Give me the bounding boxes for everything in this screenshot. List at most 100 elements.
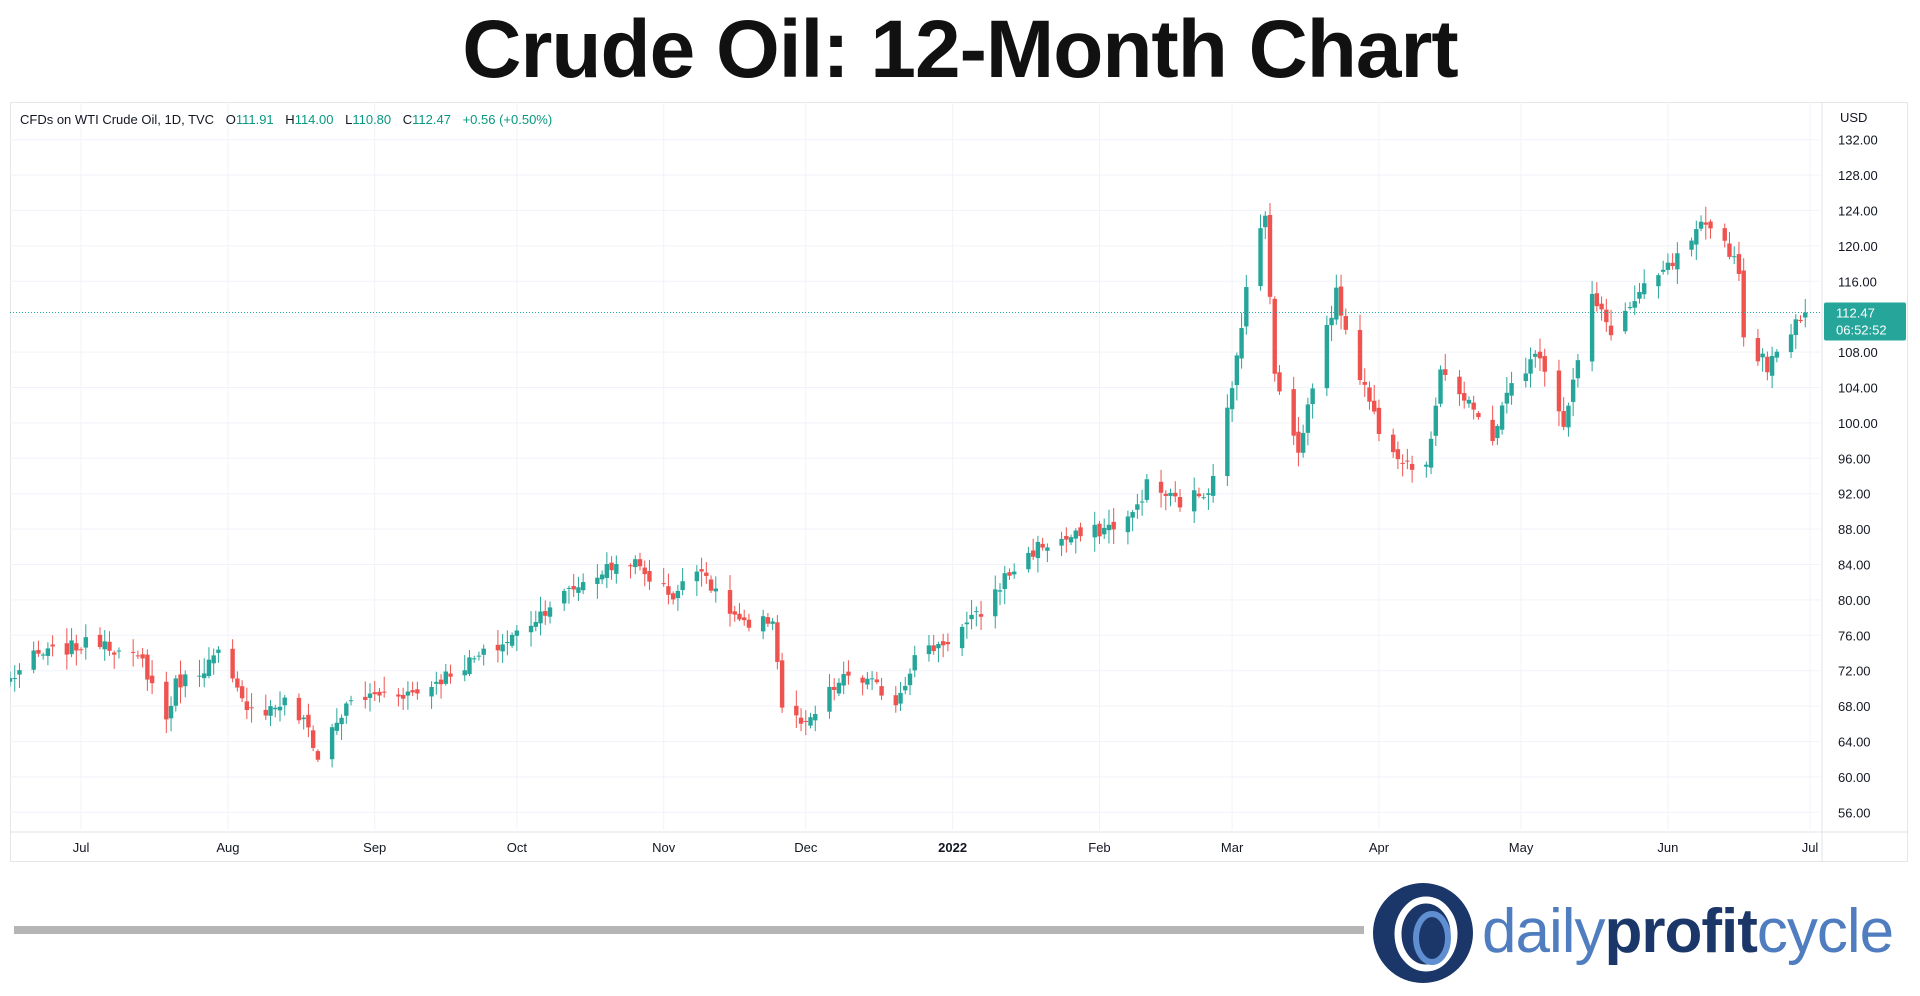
candle-body xyxy=(808,717,813,726)
candle-body xyxy=(543,611,548,616)
candle-body xyxy=(197,675,202,677)
candle-body xyxy=(263,709,268,716)
candle-body xyxy=(1656,275,1661,287)
candle-body xyxy=(1277,372,1282,392)
candle-body xyxy=(145,654,150,680)
candle-body xyxy=(1400,462,1405,464)
candle-body xyxy=(509,634,515,646)
candle-body xyxy=(794,705,799,716)
candle-body xyxy=(1424,464,1429,467)
candle-body xyxy=(1556,370,1562,412)
high-value: 114.00 xyxy=(294,112,334,127)
candle-body xyxy=(860,677,865,683)
candle-body xyxy=(1329,317,1334,326)
candle-body xyxy=(832,686,837,690)
candle-body xyxy=(438,679,444,685)
candle-body xyxy=(1732,256,1737,258)
candle-body xyxy=(746,619,752,628)
candle-body xyxy=(571,586,576,590)
candle-body xyxy=(528,625,534,633)
ohlc-legend: CFDs on WTI Crude Oil, 1D, TVC O111.91 H… xyxy=(20,112,552,127)
candle-body xyxy=(1736,254,1742,274)
candle-body xyxy=(1604,309,1609,323)
candle-body xyxy=(1300,432,1306,453)
open-label: O xyxy=(225,112,236,127)
y-tick-label: 116.00 xyxy=(1838,274,1877,289)
candle-body xyxy=(1310,388,1315,405)
candle-body xyxy=(1390,434,1396,453)
candle-body xyxy=(1173,492,1178,497)
candle-body xyxy=(1537,351,1543,359)
candle-body xyxy=(1708,221,1713,229)
candle-body xyxy=(1689,240,1694,250)
x-tick-label: Jun xyxy=(1657,840,1678,855)
candle-body xyxy=(869,678,875,680)
x-tick-label: Feb xyxy=(1088,840,1110,855)
candle-body xyxy=(893,695,898,706)
candle-body xyxy=(1589,293,1595,362)
x-tick-label: Apr xyxy=(1369,840,1390,855)
candle-body xyxy=(599,574,605,580)
candle-body xyxy=(1788,334,1794,353)
candle-body xyxy=(779,660,785,708)
candle-body xyxy=(102,641,107,650)
candle-body xyxy=(931,645,936,652)
close-label: C xyxy=(402,112,413,127)
candle-body xyxy=(604,564,610,578)
divider-bar xyxy=(14,926,1364,934)
candle-body xyxy=(1623,310,1628,332)
candle-body xyxy=(978,614,984,617)
candle-body xyxy=(1575,360,1581,379)
candle-body xyxy=(694,571,700,582)
x-tick-label: Mar xyxy=(1221,840,1244,855)
candle-body xyxy=(1111,521,1116,530)
candle-body xyxy=(149,675,155,684)
candle-body xyxy=(40,654,46,656)
x-tick-label: Oct xyxy=(507,840,528,855)
candle-body xyxy=(1566,405,1571,428)
candle-body xyxy=(12,677,17,679)
candle-body xyxy=(348,700,354,702)
x-tick-label: Jul xyxy=(1802,840,1819,855)
candle-body xyxy=(211,655,216,664)
brand-part-profit: profit xyxy=(1604,897,1758,966)
candle-body xyxy=(1670,262,1675,267)
y-tick-label: 60.00 xyxy=(1838,770,1871,785)
close-value: 112.47 xyxy=(412,112,451,127)
y-tick-label: 132.00 xyxy=(1838,133,1878,148)
symbol-description[interactable]: CFDs on WTI Crude Oil, 1D, TVC xyxy=(20,112,215,127)
candle-body xyxy=(74,643,79,651)
candle-body xyxy=(249,707,254,709)
y-tick-label: 76.00 xyxy=(1838,628,1871,643)
candle-body xyxy=(1263,215,1268,228)
candle-body xyxy=(704,572,709,576)
candle-body xyxy=(202,673,207,679)
candle-body xyxy=(1741,270,1746,338)
candle-body xyxy=(1665,262,1671,270)
candle-body xyxy=(1338,286,1344,316)
candle-body xyxy=(765,617,771,624)
candle-body xyxy=(1499,405,1505,430)
candle-body xyxy=(1225,407,1230,476)
candlestick-chart[interactable]: 56.00 60.00 64.00 68.00 72.00 76.00 80.00 84.00… xyxy=(10,102,1908,862)
candle-body xyxy=(1533,353,1538,357)
candle-body xyxy=(1490,419,1495,442)
candle-body xyxy=(997,590,1003,592)
candle-body xyxy=(382,691,387,693)
candle-body xyxy=(296,697,302,721)
candle-body xyxy=(1528,359,1533,374)
candle-body xyxy=(1343,316,1348,330)
candle-body xyxy=(1135,504,1140,510)
candle-body xyxy=(495,644,501,651)
candle-body xyxy=(377,691,382,696)
candle-body xyxy=(206,659,212,677)
page-title: Crude Oil: 12-Month Chart xyxy=(462,4,1458,95)
candle-body xyxy=(514,630,520,636)
candle-body xyxy=(1367,387,1372,402)
candle-body xyxy=(1244,287,1249,327)
candle-body xyxy=(1504,392,1510,404)
candle-body xyxy=(78,649,84,651)
candle-body xyxy=(1035,541,1041,559)
candle-body xyxy=(1561,411,1566,427)
candle-body xyxy=(140,654,145,659)
